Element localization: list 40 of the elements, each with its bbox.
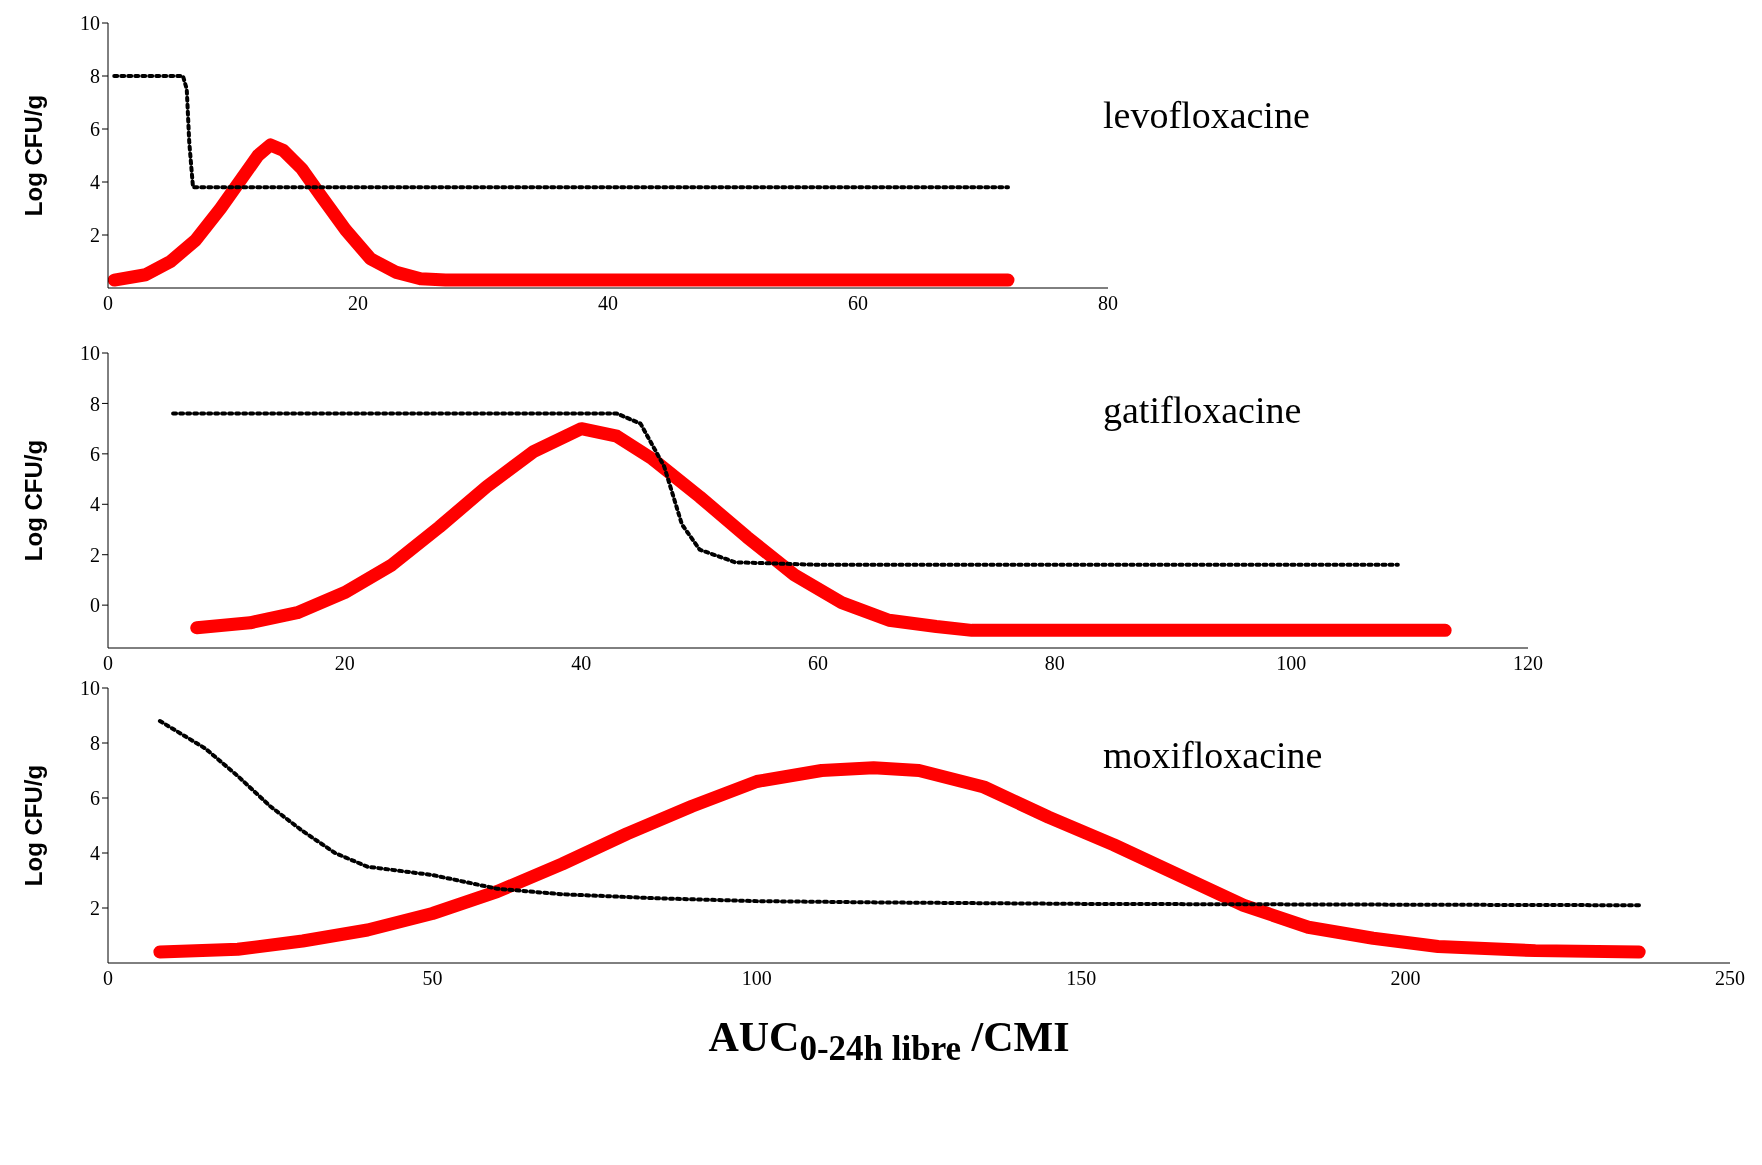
x-tick-label: 50 (422, 967, 443, 990)
x-tick-label: 20 (334, 652, 355, 675)
y-tick-label: 6 (90, 118, 100, 141)
y-tick-label: 8 (90, 392, 100, 415)
y-tick-label: 10 (80, 12, 100, 35)
x-tick-label: 100 (1276, 652, 1307, 675)
x-tick-label: 120 (1513, 652, 1543, 675)
x-tick-label: 250 (1715, 967, 1745, 990)
y-tick-label: 0 (90, 594, 100, 617)
text: moxifloxacine (1103, 733, 1323, 777)
text: gatifloxacine (1103, 388, 1302, 432)
x-tick-label: 60 (848, 292, 868, 315)
y-tick-label: 2 (90, 543, 100, 566)
y-tick-label: 4 (90, 842, 100, 865)
x-tick-label: 40 (598, 292, 618, 315)
line-series (112, 74, 1010, 190)
x-tick-label: 100 (741, 967, 772, 990)
y-tick-label: 6 (90, 787, 100, 810)
y-tick-label: 2 (90, 897, 100, 920)
y-tick-label: 10 (80, 677, 100, 700)
y-axis-title: Log CFU/g (19, 439, 47, 562)
x-tick-label: 20 (348, 292, 368, 315)
x-tick-label: 80 (1044, 652, 1065, 675)
y-tick-label: 8 (90, 732, 100, 755)
x-axis-title: AUC$_{0-24h libre}$ /CMI (707, 1013, 1071, 1070)
y-axis-title: Log CFU/g (19, 764, 47, 887)
y-tick-label: 2 (90, 224, 100, 247)
y-tick-label: 4 (90, 493, 100, 516)
text: levofloxacine (1103, 93, 1310, 137)
line-series (157, 719, 1642, 908)
x-tick-label: 200 (1390, 967, 1421, 990)
y-tick-label: 10 (80, 342, 100, 365)
x-tick-label: 80 (1098, 292, 1118, 315)
y-tick-label: 6 (90, 442, 100, 465)
y-axis-title: Log CFU/g (19, 94, 47, 217)
x-tick-label: 60 (808, 652, 828, 675)
y-tick-label: 8 (90, 65, 100, 88)
y-tick-label: 4 (90, 171, 100, 194)
x-tick-label: 150 (1066, 967, 1097, 990)
x-tick-label: 40 (571, 652, 592, 675)
